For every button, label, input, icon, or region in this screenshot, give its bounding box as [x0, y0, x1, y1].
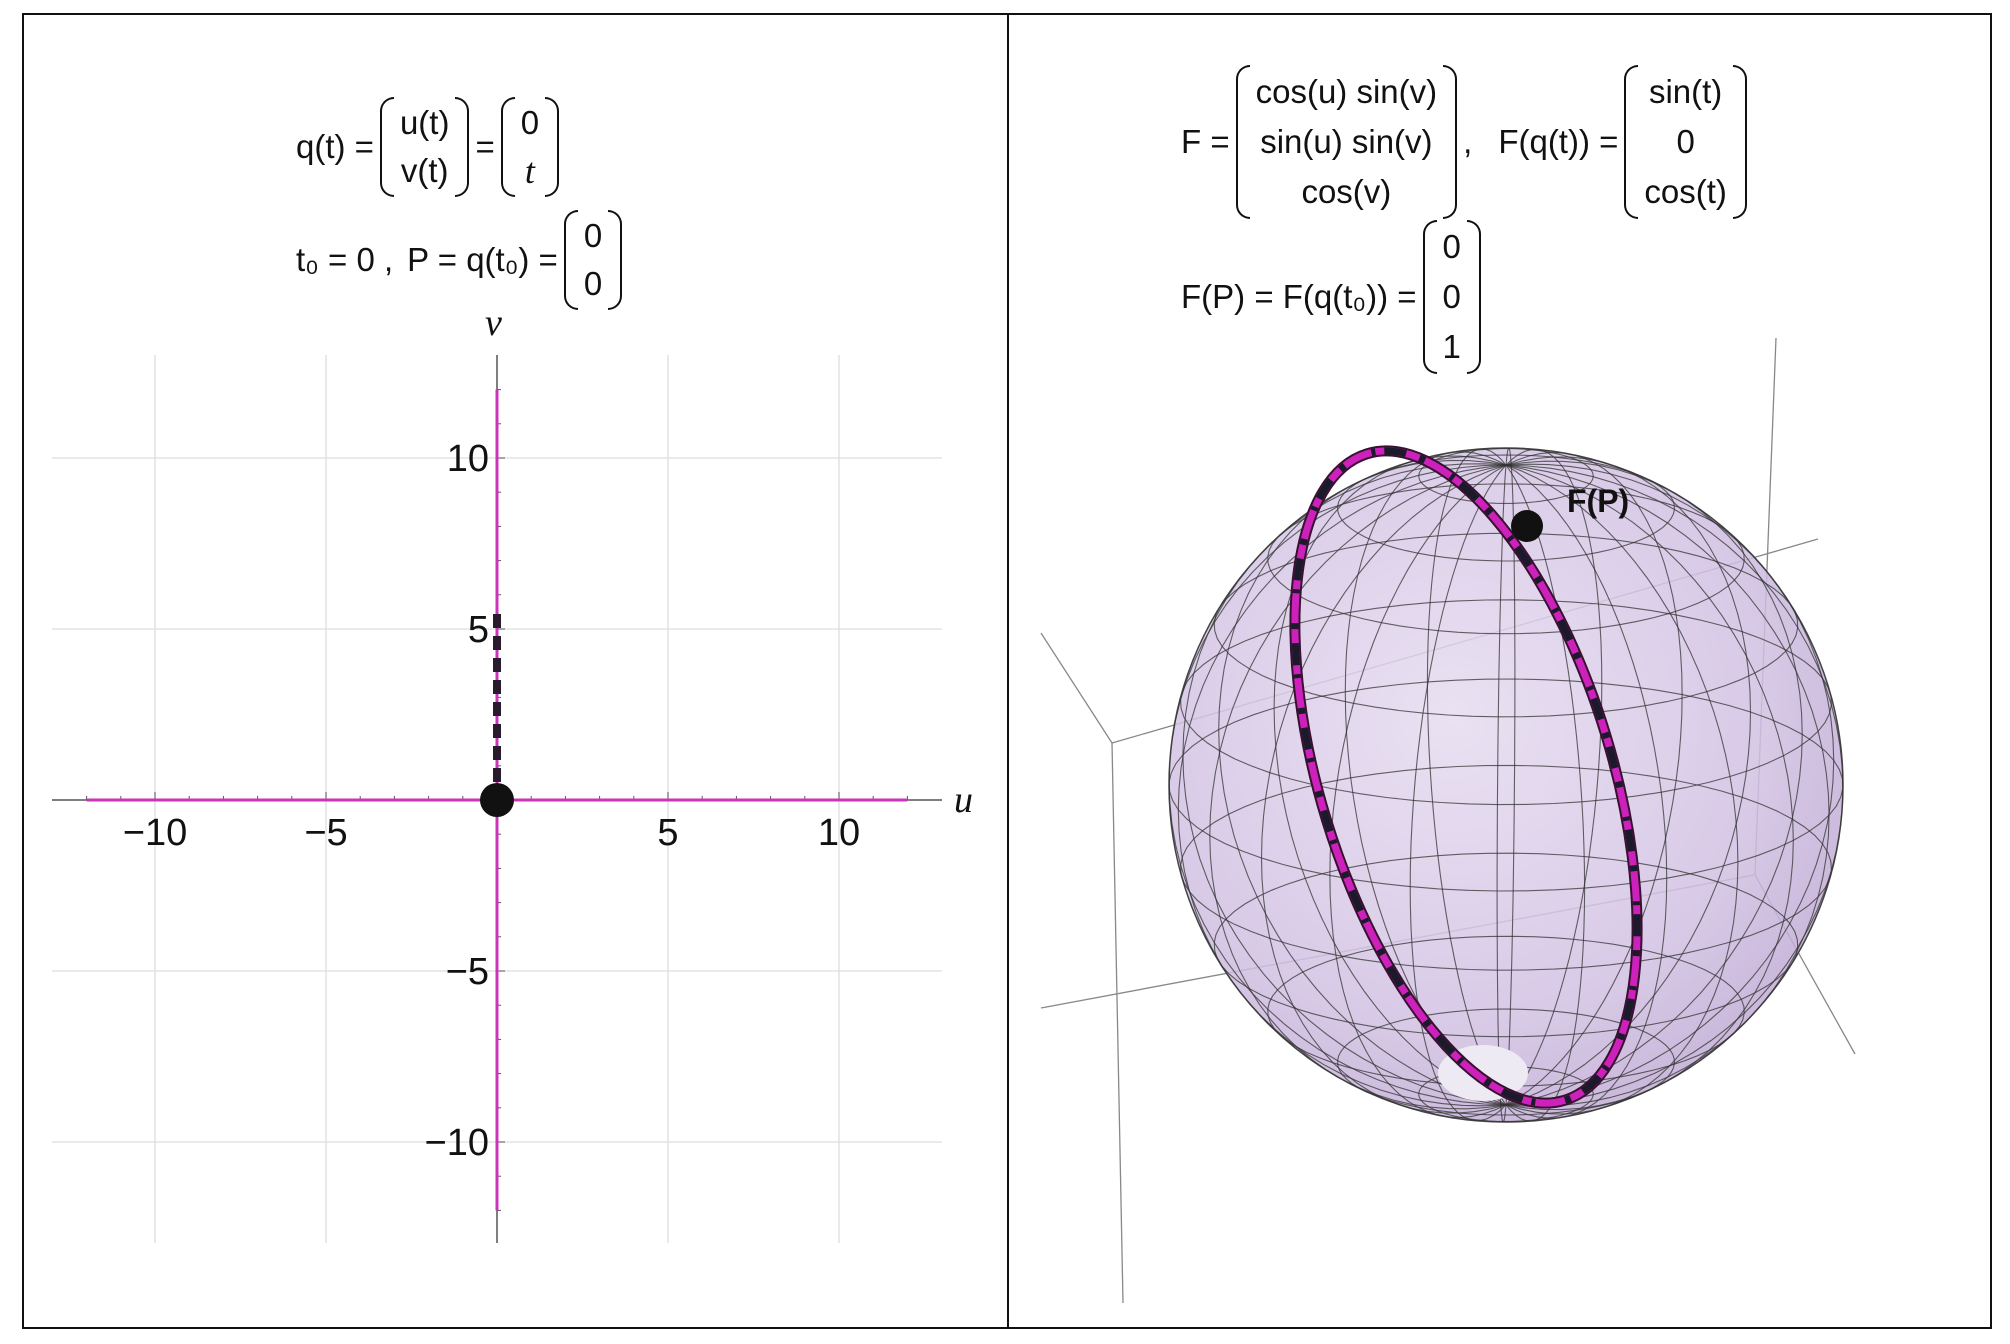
image-point-vector: 0 0 1 [1422, 220, 1481, 374]
u-tick-label: 5 [657, 812, 678, 854]
u-tick-label: −10 [123, 812, 187, 854]
map-lhs: F = [1181, 123, 1230, 160]
meridian-line [1209, 464, 1507, 1110]
param-value-vector: 0 t [500, 97, 560, 197]
meridian-line [1426, 448, 1507, 1106]
curve-lhs: q(t) = [296, 128, 374, 165]
meridian-line [1218, 459, 1507, 1106]
vector-entry: 1 [1442, 328, 1461, 365]
meridian-line [1505, 464, 1668, 1119]
v-tick-label: 10 [447, 438, 489, 480]
meridian-line [1169, 464, 1507, 1106]
panel-divider [1007, 13, 1009, 1329]
map-definition: F = cos(u) sin(v) sin(u) sin(v) cos(v) ,… [1181, 65, 1753, 219]
point-vector: 0 0 [563, 210, 623, 310]
curve-definition: q(t) = u(t) v(t) = 0 t [296, 97, 565, 197]
meridian-line [1505, 464, 1830, 1107]
vector-entry: cos(v) [1301, 173, 1392, 210]
sphere-plot: F(P) [1040, 337, 1856, 1304]
meridian-line [1505, 464, 1843, 1106]
t0-value: t₀ = 0 , [296, 241, 394, 278]
left-panel: q(t) = u(t) v(t) = 0 t t₀ = 0 , P = q(t₀… [24, 15, 1007, 1327]
meridian-line [1496, 465, 1507, 1122]
image-point-lhs: F(P) = F(q(t₀)) = [1181, 278, 1417, 315]
meridian-line [1177, 464, 1507, 1107]
vector-entry: u(t) [399, 104, 450, 141]
v-axis-label: v [485, 302, 502, 344]
equals-sign: = [475, 128, 495, 165]
vector-entry: 0 [583, 217, 603, 254]
meridian-line [1505, 452, 1683, 1106]
vector-entry: sin(u) sin(v) [1260, 123, 1433, 160]
vector-entry: cos(u) sin(v) [1255, 73, 1438, 110]
meridian-line [1182, 463, 1507, 1106]
image-point-definition: F(P) = F(q(t₀)) = 0 0 1 [1181, 220, 1487, 374]
sphere-mesh [1169, 448, 1843, 1122]
vector-entry: 0 [520, 104, 540, 141]
vector-entry: 0 [1676, 123, 1695, 160]
map-vector: cos(u) sin(v) sin(u) sin(v) cos(v) [1235, 65, 1458, 219]
v-tick-label: −10 [425, 1122, 489, 1164]
image-point-label: F(P) [1567, 483, 1629, 519]
vector-entry: cos(t) [1644, 173, 1727, 210]
point-definition: t₀ = 0 , P = q(t₀) = 0 0 [296, 210, 628, 310]
meridian-line [1505, 460, 1803, 1106]
u-axis-label: u [954, 779, 973, 821]
parameter-plane-plot: −10 −5 5 10 10 5 −5 −10 u v [52, 302, 973, 1243]
meridian-line [1273, 455, 1507, 1106]
right-panel: F = cos(u) sin(v) sin(u) sin(v) cos(v) ,… [1009, 15, 1990, 1327]
point-P [480, 783, 514, 817]
image-curve-great-circle [1289, 445, 1643, 1109]
u-tick-label: −5 [304, 812, 347, 854]
vector-entry: 0 [583, 265, 603, 302]
vector-entry: t [524, 151, 535, 191]
point-equation: P = q(t₀) = [407, 241, 558, 278]
vector-entry: v(t) [400, 152, 449, 189]
meridian-line [1505, 463, 1835, 1106]
meridian-line [1505, 464, 1794, 1111]
image-curve-lhs: F(q(t)) = [1498, 123, 1619, 160]
u-tick-label: 10 [818, 812, 860, 854]
v-tick-label: −5 [446, 951, 489, 993]
meridian-line [1260, 464, 1507, 1114]
vector-entry: 0 [1442, 228, 1461, 265]
image-curve-vector: sin(t) 0 cos(t) [1624, 65, 1747, 219]
vector-entry: sin(t) [1648, 73, 1723, 110]
meridian-line [1505, 464, 1586, 1122]
curve-dashes [1291, 447, 1641, 1107]
param-name-vector: u(t) v(t) [379, 97, 470, 197]
v-tick-label: 5 [468, 609, 489, 651]
vector-entry: 0 [1442, 278, 1461, 315]
meridian-line [1505, 448, 1516, 1105]
image-point-FP [1511, 510, 1543, 542]
meridian-line [1329, 464, 1507, 1118]
comma: , [1463, 123, 1473, 160]
meridian-line [1505, 464, 1739, 1115]
axis-ticks: −10 −5 5 10 10 5 −5 −10 [86, 389, 908, 1211]
